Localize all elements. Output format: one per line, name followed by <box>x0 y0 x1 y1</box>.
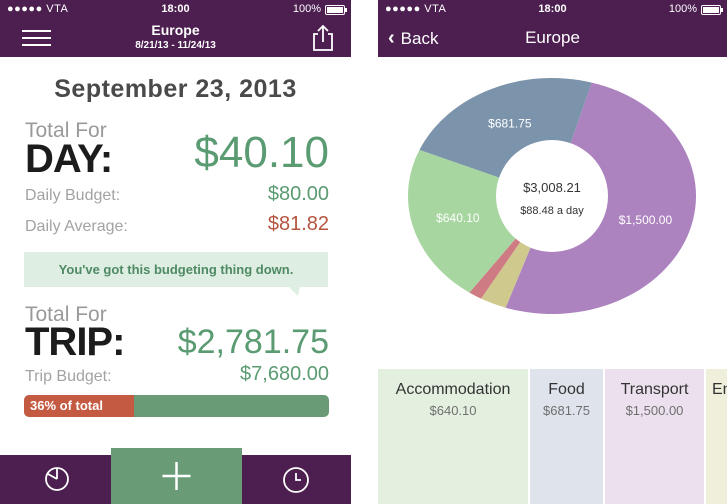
menu-icon[interactable] <box>22 30 51 47</box>
category-amount: $681.75 <box>543 403 590 418</box>
pie-slice-label: $1,500.00 <box>619 213 673 227</box>
share-icon[interactable] <box>311 24 335 52</box>
trip-label: TRIP: <box>25 320 125 364</box>
day-total-for-label: Total For <box>25 119 107 142</box>
carrier-label: ●●●●● VTA <box>385 3 447 15</box>
donut-total: $3,008.21 <box>523 180 581 195</box>
daily-average-label: Daily Average: <box>25 218 128 235</box>
category-name: Food <box>548 381 585 398</box>
category-card-accommodation[interactable]: Accommodation $640.10 <box>378 369 528 504</box>
spending-donut-chart: $1,500.00 $640.10 $681.75 $3,008.21 $88.48… <box>407 78 697 315</box>
breakdown-header: ‹ Back Europe <box>378 20 727 57</box>
clock-icon[interactable] <box>282 466 310 494</box>
daily-budget-value: $80.00 <box>267 183 329 205</box>
trip-progress-text: 36% of total <box>30 398 103 413</box>
breakdown-title: Europe <box>525 28 580 47</box>
status-bar: ●●●●● VTA 18:00 100% <box>0 0 351 20</box>
day-label: DAY: <box>25 137 113 181</box>
budget-day-screen: ●●●●● VTA 18:00 100% Europe 8/21/13 - 11… <box>0 0 351 504</box>
budget-message-bubble: You've got this budgeting thing down. <box>24 252 328 296</box>
trip-header: Europe 8/21/13 - 11/24/13 <box>0 20 351 57</box>
battery-label: 100% <box>668 3 697 15</box>
plus-icon <box>162 462 191 490</box>
trip-breakdown-screen: ●●●●● VTA 18:00 100% ‹ Back Europe $1,500… <box>378 0 727 504</box>
trip-budget-label: Trip Budget: <box>25 368 112 385</box>
daily-average-value: $81.82 <box>267 213 329 235</box>
pie-slice-label: $640.10 <box>436 211 480 225</box>
day-total-amount: $40.10 <box>194 128 329 177</box>
category-card-transport[interactable]: Transport $1,500.00 <box>605 369 704 504</box>
category-card-entertainment[interactable]: En <box>706 369 727 504</box>
status-bar: ●●●●● VTA 18:00 100% <box>378 0 727 20</box>
trip-budget-value: $7,680.00 <box>240 363 329 385</box>
battery-label: 100% <box>292 3 321 15</box>
carrier-label: ●●●●● VTA <box>7 3 69 15</box>
daily-budget-label: Daily Budget: <box>25 187 121 204</box>
trip-title: Europe <box>151 22 200 38</box>
add-expense-button[interactable] <box>111 448 242 504</box>
battery-icon <box>325 5 347 15</box>
trip-progress-fill <box>24 395 134 417</box>
category-amount: $640.10 <box>429 403 477 418</box>
trip-progress-bar: 36% of total <box>24 395 329 417</box>
tab-bar <box>0 448 351 504</box>
chevron-left-icon: ‹ <box>388 27 395 49</box>
status-time: 18:00 <box>161 3 190 15</box>
back-button[interactable]: ‹ Back <box>388 27 438 50</box>
pie-chart-icon[interactable] <box>44 466 70 492</box>
category-name: Accommodation <box>395 381 511 398</box>
category-name: En <box>712 381 727 398</box>
category-card-food[interactable]: Food $681.75 <box>530 369 603 504</box>
trip-total-amount: $2,781.75 <box>177 323 329 361</box>
trip-date-range: 8/21/13 - 11/24/13 <box>135 40 216 51</box>
trip-total-for-label: Total For <box>25 303 107 326</box>
current-date-heading: September 23, 2013 <box>54 75 297 103</box>
category-name: Transport <box>620 381 689 398</box>
donut-hole <box>496 140 608 252</box>
battery-icon <box>701 5 723 15</box>
category-strip: Accommodation $640.10 Food $681.75 Trans… <box>378 369 727 504</box>
category-amount: $1,500.00 <box>625 403 684 418</box>
donut-daily-average: $88.48 a day <box>520 205 584 217</box>
back-label: Back <box>400 29 439 48</box>
pie-slice-label: $681.75 <box>488 117 532 131</box>
status-time: 18:00 <box>538 3 567 15</box>
